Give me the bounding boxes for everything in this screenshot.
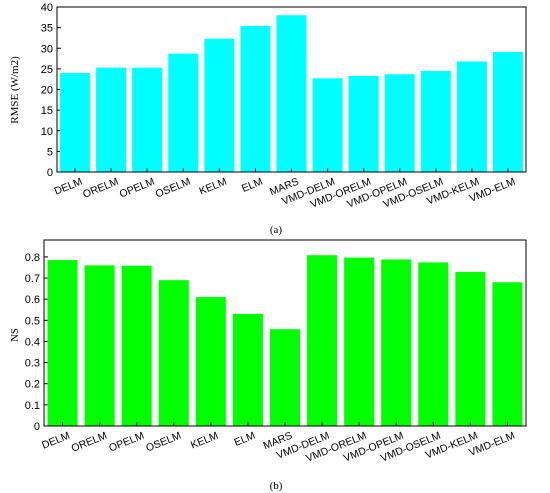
bar-ns-vmd-delm [307,255,338,426]
bar-ns-elm [232,313,263,426]
bar-rmse-vmd-orelm [348,75,379,172]
bar-rmse-opelm [132,67,163,172]
x-tick-label: OPELM [118,176,157,201]
bar-rmse-delm [60,73,91,172]
y-tick-label: 5 [47,146,53,158]
y-axis-label-ns: NS [9,328,21,342]
chart-rmse: RMSE (W/m2) 0 5 10 15 20 25 30 35 40 DELMORELMOP… [9,2,527,236]
y-tick-label: 0.7 [25,273,40,285]
y-tick-label: 20 [41,85,53,97]
y-tick-label: 0.2 [25,379,40,391]
panel-label-b: (b) [270,480,283,492]
y-tick-label: 15 [41,105,53,117]
y-tick-label: 0.5 [25,315,40,327]
bar-rmse-elm [240,25,271,172]
bar-ns-vmd-kelm [455,271,486,426]
bar-rmse-kelm [204,38,235,173]
bar-rmse-vmd-oselm [420,70,451,172]
y-tick-label: 30 [41,43,53,55]
bar-rmse-vmd-opelm [384,74,415,172]
y-tick-label: 10 [41,126,53,138]
x-tick-label: OPELM [107,430,146,455]
bar-ns-mars [270,329,300,426]
panel-label-a: (a) [270,224,283,236]
y-tick-label: 0.6 [25,294,40,306]
bar-rmse-vmd-elm [492,51,523,172]
y-tick-label: 0.1 [25,400,40,412]
bar-ns-delm [47,260,78,426]
x-tick-label: DELM [53,176,85,198]
x-tick-label: OSELM [154,176,193,201]
x-tick-label: ORELM [70,430,109,455]
x-tick-label: ORELM [81,176,120,201]
bar-rmse-oselm [168,53,199,172]
y-tick-label: 0 [34,421,40,433]
bar-ns-orelm [84,265,115,426]
bar-ns-vmd-orelm [344,257,375,426]
y-tick-label: 0.4 [25,336,40,348]
y-tick-label: 25 [41,64,53,76]
y-tick-label: 0.8 [25,252,40,264]
bar-rmse-vmd-kelm [456,61,487,173]
bar-rmse-vmd-delm [312,78,343,172]
bar-ns-kelm [195,297,226,426]
bar-rmse-mars [276,15,307,172]
y-tick-label: 0 [47,167,53,179]
x-tick-label: DELM [40,430,72,452]
y-tick-label: 0.3 [25,358,40,370]
x-tick-label: ELM [233,430,258,449]
bar-ns-vmd-elm [492,282,523,426]
y-tick-label: 35 [41,23,53,35]
x-tick-label: KELM [189,430,220,452]
chart-ns: NS 0 0.1 0.2 0.3 0.4 0.5 0.6 0.7 0.8 DELMORELMOP… [9,239,527,492]
x-tick-label: ELM [240,176,265,195]
y-tick-label: 40 [41,2,53,14]
bar-rmse-orelm [96,67,127,172]
x-tick-label: OSELM [144,430,183,455]
y-axis-label-rmse: RMSE (W/m2) [9,56,21,124]
plot-frame-rmse [56,6,527,173]
bar-ns-opelm [121,265,152,426]
plot-frame-ns [43,239,527,427]
bar-ns-oselm [158,280,189,426]
bar-ns-vmd-oselm [418,262,449,426]
x-tick-label: KELM [197,176,228,198]
bar-ns-vmd-opelm [381,259,412,426]
